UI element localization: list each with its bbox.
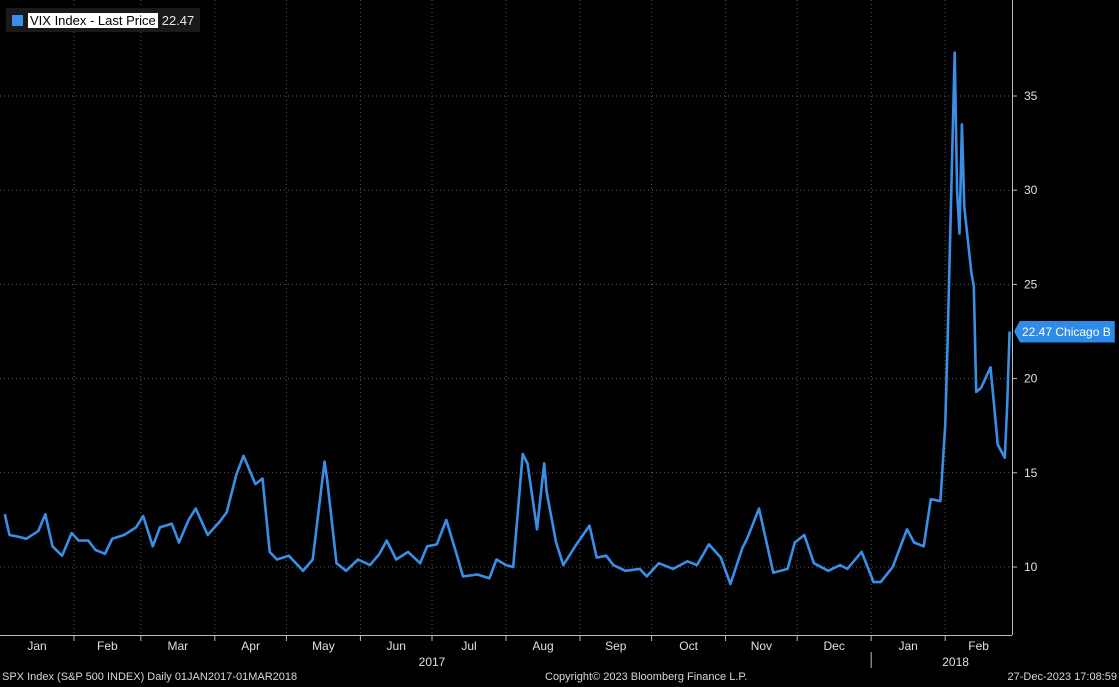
x-month-label: Jun xyxy=(387,639,406,653)
series-line-vix xyxy=(3,51,1011,586)
y-tick-label: 10 xyxy=(1024,560,1038,574)
x-month-label: Mar xyxy=(167,639,188,653)
gridlines xyxy=(0,0,1012,635)
x-month-label: Feb xyxy=(97,639,118,653)
x-month-label: Oct xyxy=(679,639,698,653)
x-month-label: Apr xyxy=(241,639,260,653)
legend-series-value: 22.47 xyxy=(161,12,195,28)
x-month-label: Aug xyxy=(532,639,553,653)
x-month-label: Jan xyxy=(27,639,46,653)
x-month-label: Jul xyxy=(461,639,476,653)
x-month-label: May xyxy=(312,639,335,653)
footer-security-info: SPX Index (S&P 500 INDEX) Daily 01JAN201… xyxy=(2,671,298,683)
last-price-tag: 22.47 Chicago B xyxy=(1014,320,1115,343)
y-tick-label: 15 xyxy=(1024,466,1038,480)
axes xyxy=(0,0,1017,668)
y-tick-label: 20 xyxy=(1024,372,1038,386)
legend: VIX Index - Last Price 22.47 xyxy=(6,8,201,32)
legend-swatch xyxy=(12,14,23,26)
x-year-label: 2017 xyxy=(419,655,446,669)
x-month-label: Dec xyxy=(824,639,845,653)
x-axis-labels: Jan Feb Mar Apr May Jun Jul Aug Sep Oct Nov Dec Jan F… xyxy=(27,639,989,669)
y-tick-label: 25 xyxy=(1024,277,1038,291)
legend-series-name: VIX Index - Last Price xyxy=(28,12,158,28)
footer: SPX Index (S&P 500 INDEX) Daily 01JAN201… xyxy=(0,670,1119,687)
x-month-label: Feb xyxy=(968,639,989,653)
y-tick-label: 30 xyxy=(1024,183,1038,197)
y-axis-labels: 10 15 20 25 30 35 xyxy=(1024,89,1038,574)
x-year-label: 2018 xyxy=(942,655,969,669)
x-month-label: Nov xyxy=(751,639,772,653)
y-tick-label: 35 xyxy=(1024,89,1038,103)
footer-copyright: Copyright© 2023 Bloomberg Finance L.P. xyxy=(545,671,748,683)
footer-timestamp: 27-Dec-2023 17:08:59 xyxy=(1007,671,1117,683)
x-month-label: Sep xyxy=(605,639,627,653)
x-month-label: Jan xyxy=(898,639,917,653)
